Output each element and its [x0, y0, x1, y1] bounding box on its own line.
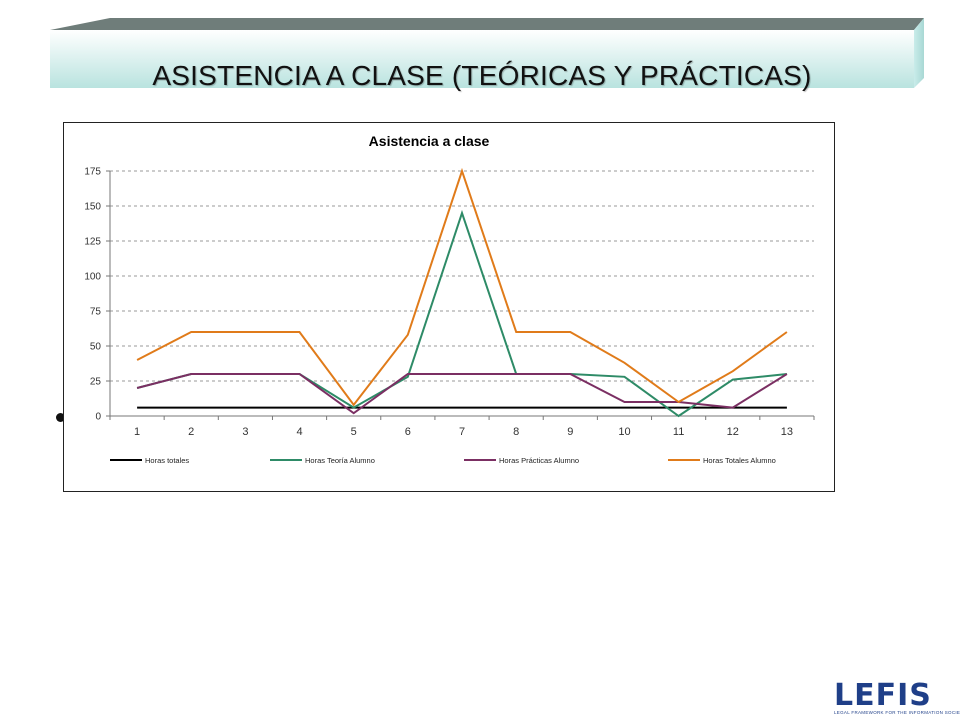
y-tick-label: 0	[95, 412, 101, 423]
x-tick-label: 4	[296, 426, 302, 438]
x-tick-label: 8	[513, 426, 519, 438]
x-tick-label: 13	[781, 426, 793, 438]
y-tick-label: 175	[84, 167, 101, 178]
chart-gridlines	[110, 170, 814, 382]
x-tick-label: 12	[727, 426, 739, 438]
slide-title: ASISTENCIA A CLASE (TEÓRICAS Y PRÁCTICAS…	[152, 60, 812, 91]
lefis-logo: LEFIS LEGAL FRAMEWORK FOR THE INFORMATIO…	[834, 678, 960, 716]
x-tick-label: 7	[459, 426, 465, 438]
logo-text: LEFIS	[834, 678, 932, 713]
x-tick-label: 6	[405, 426, 411, 438]
title-banner: ASISTENCIA A CLASE (TEÓRICAS Y PRÁCTICAS…	[50, 18, 924, 91]
chart-title: Asistencia a clase	[369, 133, 490, 149]
x-tick-label: 9	[567, 426, 573, 438]
x-tick-label: 5	[351, 426, 357, 438]
y-tick-label: 150	[84, 202, 101, 213]
x-tick-label: 10	[618, 426, 630, 438]
series-line-2	[136, 209, 788, 418]
y-axis-ticks: 0 25 50 75 100 125 150 175	[84, 167, 110, 423]
legend-label: Horas Prácticas Alumno	[499, 456, 579, 465]
y-tick-label: 75	[90, 307, 102, 318]
y-tick-label: 125	[84, 237, 101, 248]
chart-legend: Horas totales Horas Teoría Alumno Horas Pr…	[110, 456, 776, 465]
title-banner-shape	[50, 18, 924, 88]
logo-tagline: LEGAL FRAMEWORK FOR THE INFORMATION SOCI…	[834, 710, 960, 715]
series-line-4	[136, 167, 788, 407]
chart-series	[136, 167, 788, 418]
chart-frame: Asistencia a clase 0 25 50 75 100 125 150 175 1…	[63, 122, 835, 492]
x-tick-label: 1	[134, 426, 140, 438]
x-tick-label: 2	[188, 426, 194, 438]
x-axis-ticks: 1 2 3 4 5 6 7 8 9 10 11 12 13	[109, 416, 815, 438]
legend-label: Horas Teoría Alumno	[305, 456, 375, 465]
y-tick-label: 100	[84, 272, 101, 283]
legend-label: Horas totales	[145, 456, 189, 465]
x-tick-label: 3	[242, 426, 248, 438]
legend-label: Horas Totales Alumno	[703, 456, 776, 465]
y-tick-label: 25	[90, 377, 102, 388]
y-tick-label: 50	[90, 342, 102, 353]
x-tick-label: 11	[673, 426, 684, 438]
chart-axes	[109, 171, 814, 417]
bullet-point	[56, 413, 65, 422]
